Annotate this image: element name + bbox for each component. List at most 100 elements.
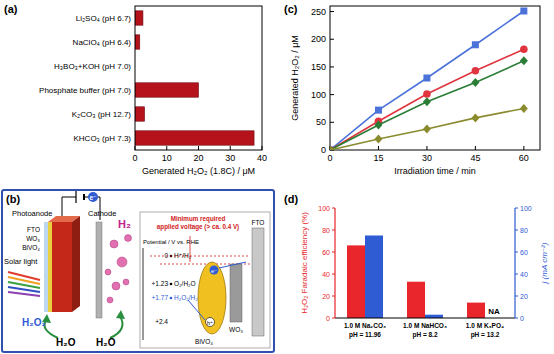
wo3-layer <box>48 222 52 312</box>
arrow <box>45 320 59 338</box>
battery <box>83 194 85 200</box>
tick-label: 0 <box>327 153 332 163</box>
reactant: H₂O <box>56 337 76 348</box>
potential-label: +2.4 <box>155 318 168 325</box>
arrow <box>188 300 205 320</box>
marker <box>472 67 480 75</box>
tick <box>515 230 518 231</box>
marker <box>375 107 382 114</box>
tick <box>515 274 518 275</box>
category-label: NaClO₄ (pH 6.4) <box>73 38 132 47</box>
cathode-plate <box>96 222 102 318</box>
tick <box>332 208 335 209</box>
layer-label: FTO <box>27 226 40 233</box>
bivo4 <box>198 262 226 334</box>
label: Solar light <box>4 257 38 266</box>
tick-label: 0 <box>326 315 330 322</box>
tick-label: 45 <box>470 153 480 163</box>
tick-label: 60 <box>520 249 528 256</box>
panel-label: (a) <box>4 3 18 15</box>
marker <box>520 7 527 14</box>
battery <box>75 191 76 203</box>
tick-label: 0 <box>520 315 524 322</box>
tick-label: 80 <box>322 227 330 234</box>
category-label: pH = 13.2 <box>471 331 500 339</box>
y-axis <box>334 208 335 318</box>
tick <box>330 11 334 12</box>
tick <box>523 146 524 150</box>
bivo4-layer <box>52 222 72 312</box>
tick-label: 250 <box>311 7 326 17</box>
series-line <box>330 61 524 150</box>
note: Minimum required <box>171 215 226 223</box>
category-label: 1.0 M K₃PO₄ <box>466 322 504 329</box>
light-ray <box>8 287 40 292</box>
level-dot <box>170 283 173 286</box>
bracket <box>190 236 191 262</box>
plot-area <box>135 11 254 145</box>
category-label: H₃BO₃+KOH (pH 7.0) <box>54 62 131 71</box>
tick <box>198 146 199 150</box>
layer-label: BiVO₄ <box>22 244 40 251</box>
marker <box>330 146 334 151</box>
tick <box>262 146 263 150</box>
marker <box>472 41 479 48</box>
bar <box>347 245 365 318</box>
tick-label: 100 <box>311 90 326 100</box>
category-label: Li₂SO₄ (pH 6.7) <box>76 14 132 23</box>
marker <box>423 124 431 133</box>
plot-frame <box>330 6 540 150</box>
tick-label: 30 <box>422 153 432 163</box>
potential-label: +1.23 <box>152 280 169 287</box>
arrow <box>219 262 246 268</box>
panel-frame <box>2 190 274 352</box>
electron-label: e⁻ <box>211 268 217 274</box>
layer-label: WO₃ <box>26 235 40 242</box>
electron-label: e⁻ <box>89 194 96 201</box>
marker <box>374 134 382 143</box>
y2-axis <box>514 208 515 318</box>
tick-label: 50 <box>316 117 326 127</box>
tick <box>378 146 379 150</box>
tick <box>332 252 335 253</box>
category-label: K₂CO₃ (pH 12.7) <box>72 110 132 119</box>
marker <box>330 146 334 151</box>
marker <box>520 56 528 65</box>
bar <box>407 282 425 318</box>
tick <box>515 252 518 253</box>
hole <box>206 318 215 327</box>
bar <box>135 131 254 145</box>
tick <box>330 122 334 123</box>
bar <box>135 107 145 121</box>
anode-side <box>72 216 80 312</box>
marker <box>423 75 430 82</box>
bar <box>135 35 140 49</box>
tick <box>515 318 518 319</box>
product: H₂ <box>118 218 131 230</box>
tick-label: 20 <box>193 153 203 163</box>
x-axis <box>335 318 515 319</box>
tick-label: 60 <box>322 249 330 256</box>
bar <box>467 303 485 318</box>
potential-label: +1.77 <box>152 294 169 301</box>
category-label: pH = 8.2 <box>412 331 437 339</box>
couple-label: O₂/H₂O <box>174 280 196 287</box>
level-line <box>150 256 250 257</box>
category-label: Phosphate buffer (pH 7.0) <box>39 86 131 95</box>
tick-label: 40 <box>257 153 267 163</box>
bar <box>365 236 383 319</box>
marker <box>520 45 528 53</box>
tick <box>332 296 335 297</box>
potential-axis <box>143 248 144 340</box>
tick-label: 0 <box>321 145 326 155</box>
axis-label: H₂O₂ Faradaic efficiency (%) <box>300 212 309 314</box>
marker <box>520 104 528 113</box>
tick <box>515 296 518 297</box>
bubble <box>107 297 113 303</box>
light-ray <box>8 292 40 296</box>
category-label: KHCO₃ (pH 7.3) <box>74 134 132 143</box>
bubble <box>117 257 127 267</box>
axis-label: Potential / V vs. RHE <box>143 239 199 245</box>
marker <box>423 90 431 98</box>
series-line <box>330 11 524 150</box>
